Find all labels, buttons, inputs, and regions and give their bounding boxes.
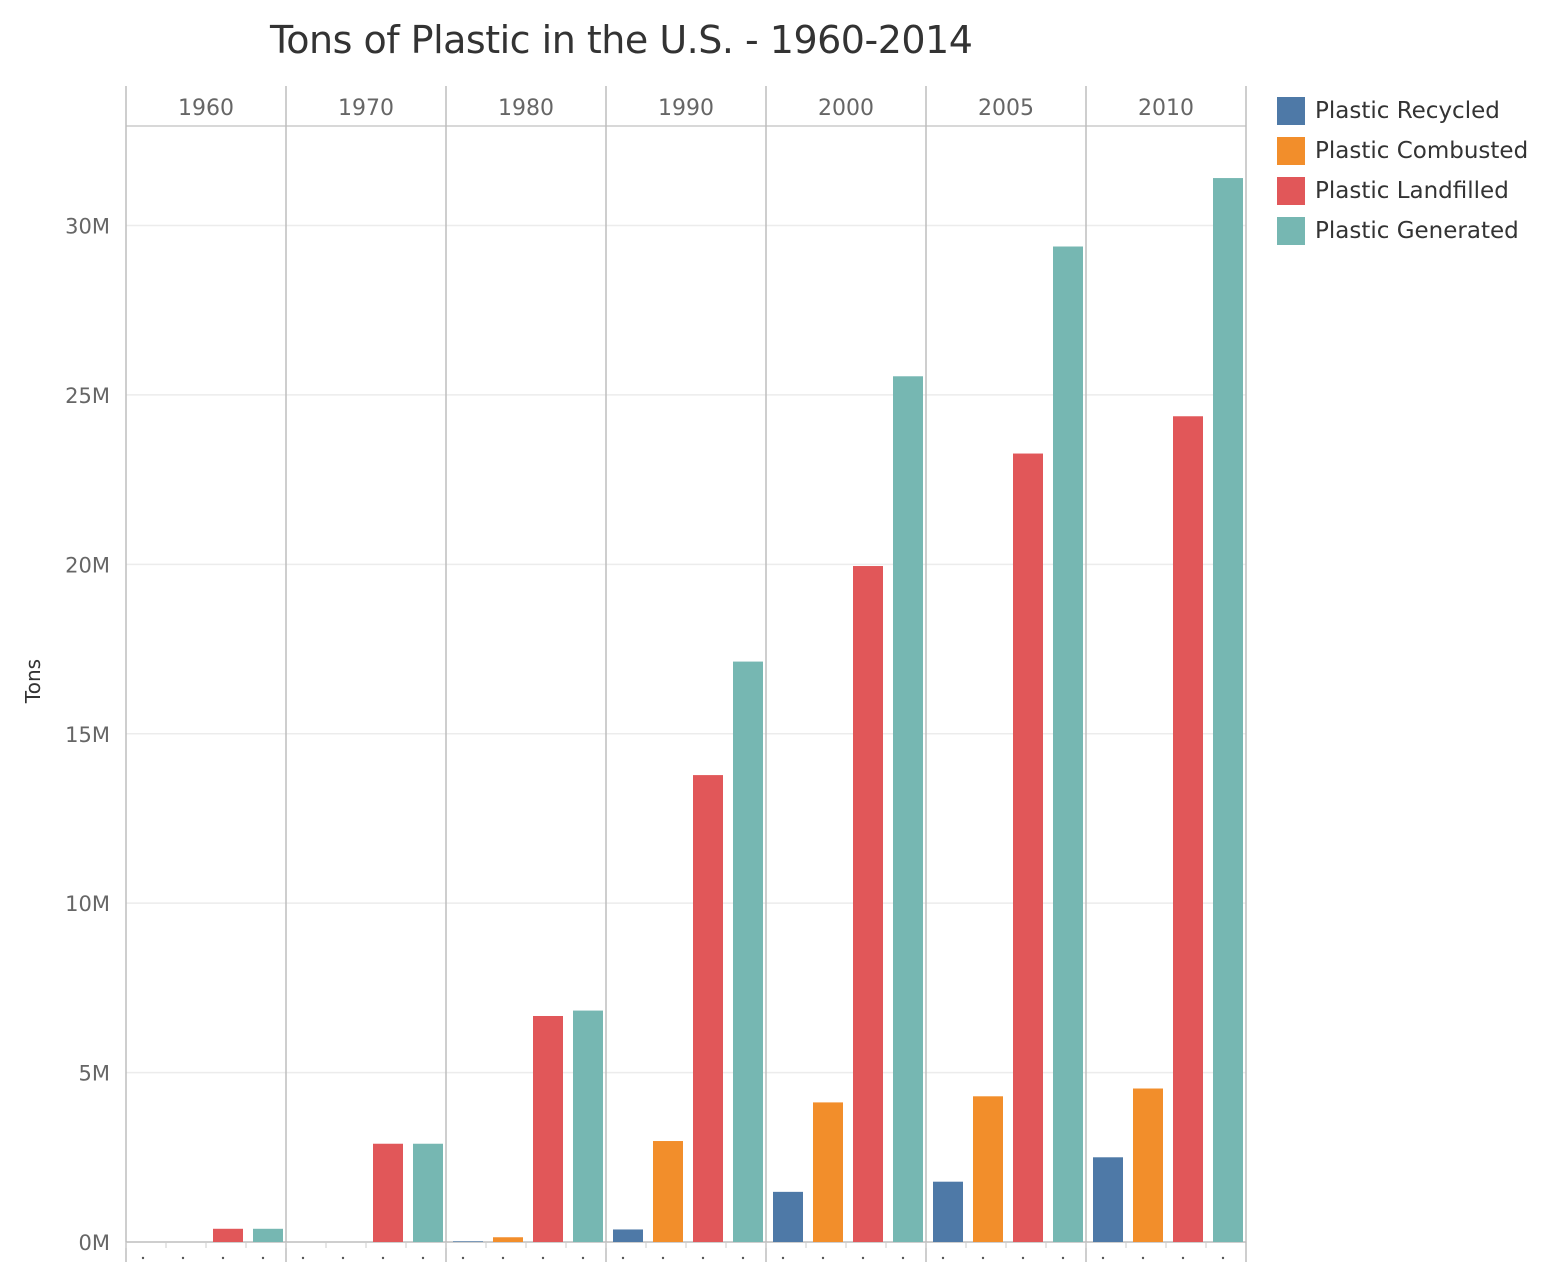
legend-label: Plastic Landfilled [1315,178,1509,204]
bar-2010-plastic-generated [1213,178,1243,1242]
bar-1970-plastic-landfilled [373,1143,403,1242]
x-tick-dot [1221,1256,1225,1260]
x-tick-dot [1061,1256,1065,1260]
bar-1970-plastic-generated [413,1143,443,1242]
facet-header: 1960 1970 1980 1990 2000 2005 2010 [178,96,1194,121]
x-tick-dot [341,1256,345,1260]
bar-1980-plastic-landfilled [533,1015,563,1242]
bar-1980-plastic-generated [573,1010,603,1242]
x-tick-dot [941,1256,945,1260]
bar-2000-plastic-combusted [813,1102,843,1242]
facet-label-2005: 2005 [978,96,1034,121]
x-tick-dot [701,1256,705,1260]
y-tick-label: 15M [65,723,110,747]
bar-2005-plastic-generated [1053,246,1083,1242]
legend-item[interactable]: Plastic Combusted [1277,131,1528,171]
x-tick-dot [741,1256,745,1260]
bar-1960-plastic-landfilled [213,1228,243,1242]
chart-title: Tons of Plastic in the U.S. - 1960-2014 [270,18,973,62]
bar-1980-plastic-combusted [493,1237,523,1242]
legend: Plastic Recycled Plastic Combusted Plastic… [1277,91,1528,251]
gridlines [126,224,1246,1074]
x-axis-ticks [125,1242,1225,1260]
x-tick-dot [1021,1256,1025,1260]
bar-2010-plastic-combusted [1133,1088,1163,1242]
y-tick-label: 0M [79,1231,110,1255]
bar-1990-plastic-landfilled [693,775,723,1242]
x-tick-dot [981,1256,985,1260]
x-tick-dot [461,1256,465,1260]
facet-label-2000: 2000 [818,96,874,121]
legend-swatch [1277,177,1305,205]
bar-2000-plastic-landfilled [853,566,883,1242]
x-tick-dot [781,1256,785,1260]
x-tick-dot [661,1256,665,1260]
x-tick-dot [501,1256,505,1260]
x-tick-dot [261,1256,265,1260]
x-tick-dot [1101,1256,1105,1260]
x-tick-dot [421,1256,425,1260]
legend-swatch [1277,97,1305,125]
y-axis: 0M 5M 10M 15M 20M 25M 30M [65,215,110,1256]
bar-1980-plastic-recycled [453,1241,483,1242]
bar-1990-plastic-generated [733,661,763,1242]
bar-2000-plastic-generated [893,376,923,1242]
facet-label-1990: 1990 [658,96,714,121]
x-tick-dot [141,1256,145,1260]
bar-2010-plastic-recycled [1093,1157,1123,1242]
y-tick-label: 25M [65,384,110,408]
x-tick-dot [541,1256,545,1260]
legend-swatch [1277,217,1305,245]
y-tick-label: 5M [79,1062,110,1086]
x-tick-dot [861,1256,865,1260]
legend-label: Plastic Combusted [1315,138,1529,164]
legend-label: Plastic Generated [1315,218,1519,244]
legend-swatch [1277,137,1305,165]
legend-item[interactable]: Plastic Landfilled [1277,171,1528,211]
x-tick-dot [1141,1256,1145,1260]
bar-2000-plastic-recycled [773,1191,803,1242]
x-tick-dot [181,1256,185,1260]
y-tick-label: 30M [65,215,110,239]
bar-2005-plastic-recycled [933,1181,963,1242]
y-axis-title: Tons [21,659,45,704]
legend-item[interactable]: Plastic Recycled [1277,91,1528,131]
legend-item[interactable]: Plastic Generated [1277,211,1528,251]
x-tick-dot [221,1256,225,1260]
x-tick-dot [621,1256,625,1260]
x-tick-dot [381,1256,385,1260]
facet-label-1960: 1960 [178,96,234,121]
bar-1990-plastic-combusted [653,1141,683,1242]
x-tick-dot [301,1256,305,1260]
bar-2010-plastic-landfilled [1173,416,1203,1242]
bar-2005-plastic-combusted [973,1096,1003,1242]
bar-1990-plastic-recycled [613,1229,643,1242]
legend-label: Plastic Recycled [1315,98,1500,124]
y-tick-label: 10M [65,892,110,916]
x-tick-dot [581,1256,585,1260]
chart-frame [125,86,1247,1262]
facet-label-2010: 2010 [1138,96,1194,121]
facet-label-1980: 1980 [498,96,554,121]
bar-1960-plastic-generated [253,1228,283,1242]
facet-label-1970: 1970 [338,96,394,121]
x-tick-dot [1181,1256,1185,1260]
bars [213,178,1243,1243]
x-tick-dot [901,1256,905,1260]
y-tick-label: 20M [65,553,110,577]
bar-2005-plastic-landfilled [1013,453,1043,1243]
x-tick-dot [821,1256,825,1260]
